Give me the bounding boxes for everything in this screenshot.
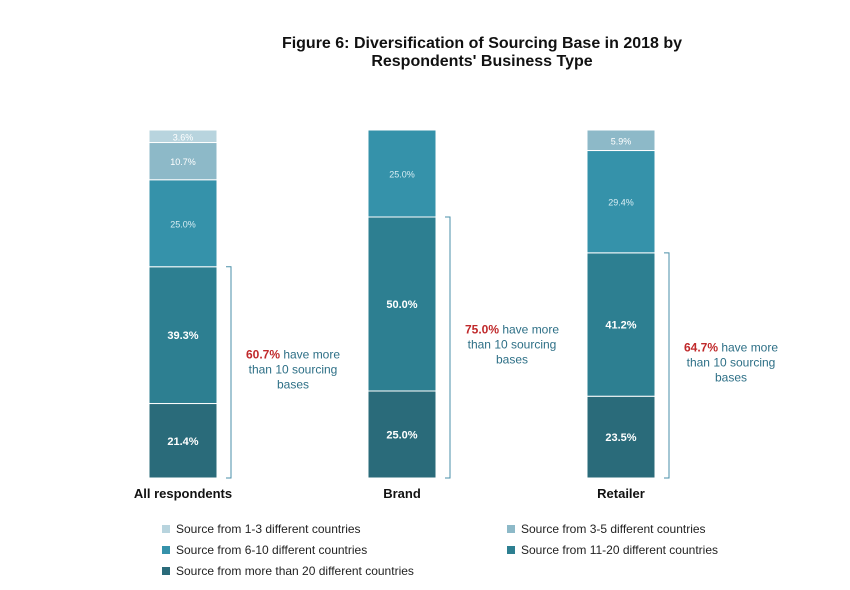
legend-swatch	[162, 525, 170, 533]
bracket	[445, 216, 451, 479]
annotation-line1: 60.7% have more	[246, 347, 340, 361]
bar-segment	[586, 129, 656, 152]
data-label: 3.6%	[173, 132, 194, 142]
data-label: 25.0%	[170, 219, 196, 229]
legend-item: Source from 3-5 different countries	[507, 522, 706, 536]
data-label: 29.4%	[608, 198, 634, 208]
legend-item: Source from 1-3 different countries	[162, 522, 361, 536]
legend-swatch	[507, 525, 515, 533]
bar-segment	[148, 179, 218, 268]
chart-title-line2: Respondents' Business Type	[371, 53, 593, 70]
legend-item: Source from 11-20 different countries	[507, 543, 718, 557]
bracket	[664, 252, 670, 479]
chart-title-line1: Figure 6: Diversification of Sourcing Ba…	[281, 35, 683, 52]
annotation-line3: bases	[277, 377, 309, 391]
legend-label: Source from 3-5 different countries	[521, 522, 706, 536]
bar-segment	[367, 390, 437, 479]
annotation-line3: bases	[496, 353, 528, 367]
bracket	[226, 266, 232, 479]
category-label: Retailer	[597, 486, 645, 501]
bar-segment	[148, 403, 218, 479]
annotation-line2: than 10 sourcing	[687, 355, 776, 369]
legend-label: Source from 6-10 different countries	[176, 543, 368, 557]
bar-segment	[367, 216, 437, 392]
data-label: 23.5%	[605, 432, 636, 444]
legend-swatch	[162, 546, 170, 554]
data-label: 50.0%	[386, 299, 417, 311]
legend-label: Source from 11-20 different countries	[521, 543, 718, 557]
annotation-line1: 75.0% have more	[465, 323, 559, 337]
legend-label: Source from 1-3 different countries	[176, 522, 361, 536]
legend-swatch	[507, 546, 515, 554]
legend-swatch	[162, 567, 170, 575]
annotation-line2: than 10 sourcing	[468, 338, 557, 352]
category-label: Brand	[383, 486, 421, 501]
data-label: 21.4%	[167, 436, 198, 448]
data-label: 25.0%	[386, 430, 417, 442]
data-label: 5.9%	[611, 136, 632, 146]
bar-segment	[148, 129, 218, 144]
data-label: 39.3%	[167, 330, 198, 342]
data-label: 41.2%	[605, 320, 636, 332]
bar-segment	[586, 150, 656, 254]
category-label: All respondents	[134, 486, 232, 501]
data-label: 25.0%	[389, 170, 415, 180]
legend-label: Source from more than 20 different count…	[176, 564, 414, 578]
legend-item: Source from 6-10 different countries	[162, 543, 367, 557]
bar-segment	[367, 129, 437, 218]
legend-item: Source from more than 20 different count…	[162, 564, 414, 578]
annotation-line2: than 10 sourcing	[249, 362, 338, 376]
annotation-line3: bases	[715, 370, 747, 384]
annotation-line1: 64.7% have more	[684, 340, 778, 354]
bar-segment	[586, 395, 656, 479]
bar-segment	[148, 266, 218, 405]
data-label: 10.7%	[170, 157, 196, 167]
